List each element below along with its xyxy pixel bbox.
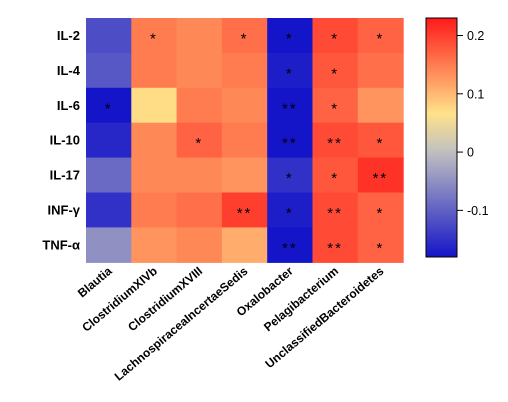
significance-mark: ** — [282, 135, 298, 152]
colorbar-tick-label: 0.2 — [467, 29, 484, 43]
heatmap-cell — [131, 227, 178, 263]
heatmap-cell — [86, 192, 132, 228]
significance-mark: * — [377, 30, 385, 47]
heatmap-cell — [357, 227, 404, 263]
heatmap-cell — [312, 122, 359, 159]
heatmap-cell — [131, 157, 178, 194]
heatmap-cell — [357, 87, 404, 124]
heatmap-cell — [267, 227, 314, 263]
row-label: IL-2 — [57, 28, 80, 43]
significance-mark: * — [377, 135, 385, 152]
significance-mark: * — [331, 170, 339, 187]
heatmap-cell — [176, 227, 223, 263]
heatmap-cell — [221, 18, 268, 54]
significance-mark: ** — [373, 170, 389, 187]
heatmap-cell — [312, 227, 359, 263]
significance-mark: ** — [282, 240, 298, 257]
heatmap-cell — [131, 192, 178, 228]
heatmap-cell — [267, 18, 314, 54]
significance-mark: * — [286, 170, 294, 187]
significance-mark: * — [286, 205, 294, 222]
significance-mark: * — [286, 30, 294, 47]
significance-mark: ** — [237, 205, 253, 222]
row-label: INF-γ — [48, 202, 81, 217]
significance-marks: * * * * ** ** ** ** ** ** ** * **** * ** *** ** * — [105, 30, 389, 257]
colorbar-tick-label: 0 — [467, 146, 474, 160]
significance-mark: ** — [327, 135, 343, 152]
heatmap-cell — [86, 18, 132, 54]
heatmap-cell — [357, 122, 404, 159]
heatmap-cell — [176, 87, 223, 124]
heatmap-cell — [131, 122, 178, 159]
heatmap-cells — [86, 18, 404, 263]
colorbar-tick-label: 0.1 — [467, 87, 484, 101]
significance-mark: * — [286, 65, 294, 82]
row-label: TNF-α — [42, 237, 80, 252]
heatmap-cell — [312, 87, 359, 124]
heatmap-cell — [131, 18, 178, 54]
significance-mark: * — [331, 30, 339, 47]
heatmap-cell — [357, 52, 404, 89]
column-labels: BlautiaClostridiumXIVbClostridiumXVIIILa… — [75, 264, 387, 384]
heatmap-cell — [312, 18, 359, 54]
heatmap-cell — [357, 18, 404, 54]
heatmap-cell — [267, 122, 314, 159]
heatmap-cell — [221, 192, 268, 228]
significance-mark: * — [195, 135, 203, 152]
heatmap-cell — [357, 192, 404, 228]
row-label: IL-10 — [50, 133, 80, 148]
significance-mark: ** — [282, 100, 298, 117]
row-label: IL-6 — [57, 98, 80, 113]
heatmap-cell — [176, 52, 223, 89]
heatmap-cell — [176, 157, 223, 194]
row-labels: IL-2 IL-4 IL-6 IL-10 IL-17 INF-γ TNF-α — [42, 28, 80, 252]
heatmap-cell — [221, 227, 268, 263]
heatmap-cell — [86, 227, 132, 263]
heatmap-cell — [221, 52, 268, 89]
heatmap-cell — [267, 192, 314, 228]
heatmap-cell — [267, 157, 314, 194]
heatmap-cell — [267, 87, 314, 124]
heatmap-cell — [86, 122, 132, 159]
significance-mark: * — [105, 100, 113, 117]
colorbar: 0.2 0.1 0 -0.1 — [425, 17, 489, 258]
significance-mark: * — [241, 30, 249, 47]
significance-mark: ** — [327, 240, 343, 257]
colorbar-gradient — [425, 17, 458, 258]
significance-mark: * — [150, 30, 158, 47]
significance-mark: * — [331, 65, 339, 82]
significance-mark: ** — [327, 205, 343, 222]
heatmap-cell — [86, 52, 132, 89]
heatmap-cell — [176, 18, 223, 54]
heatmap-cell — [176, 192, 223, 228]
heatmap-cell — [131, 52, 178, 89]
heatmap-cell — [176, 122, 223, 159]
heatmap-cell — [312, 157, 359, 194]
heatmap-cell — [312, 52, 359, 89]
heatmap-cell — [221, 157, 268, 194]
significance-mark: * — [377, 205, 385, 222]
heatmap-cell — [312, 192, 359, 228]
heatmap-cell — [221, 87, 268, 124]
heatmap-cell — [267, 52, 314, 89]
heatmap-cell — [221, 122, 268, 159]
row-label: IL-4 — [57, 63, 81, 78]
column-label: Blautia — [75, 264, 115, 301]
heatmap-cell — [131, 87, 178, 124]
heatmap-cell — [86, 157, 132, 194]
row-label: IL-17 — [50, 168, 80, 183]
colorbar-tick-label: -0.1 — [467, 204, 489, 218]
heatmap-cell — [357, 157, 404, 194]
significance-mark: * — [377, 240, 385, 257]
significance-mark: * — [331, 100, 339, 117]
heatmap-cell — [86, 87, 132, 124]
